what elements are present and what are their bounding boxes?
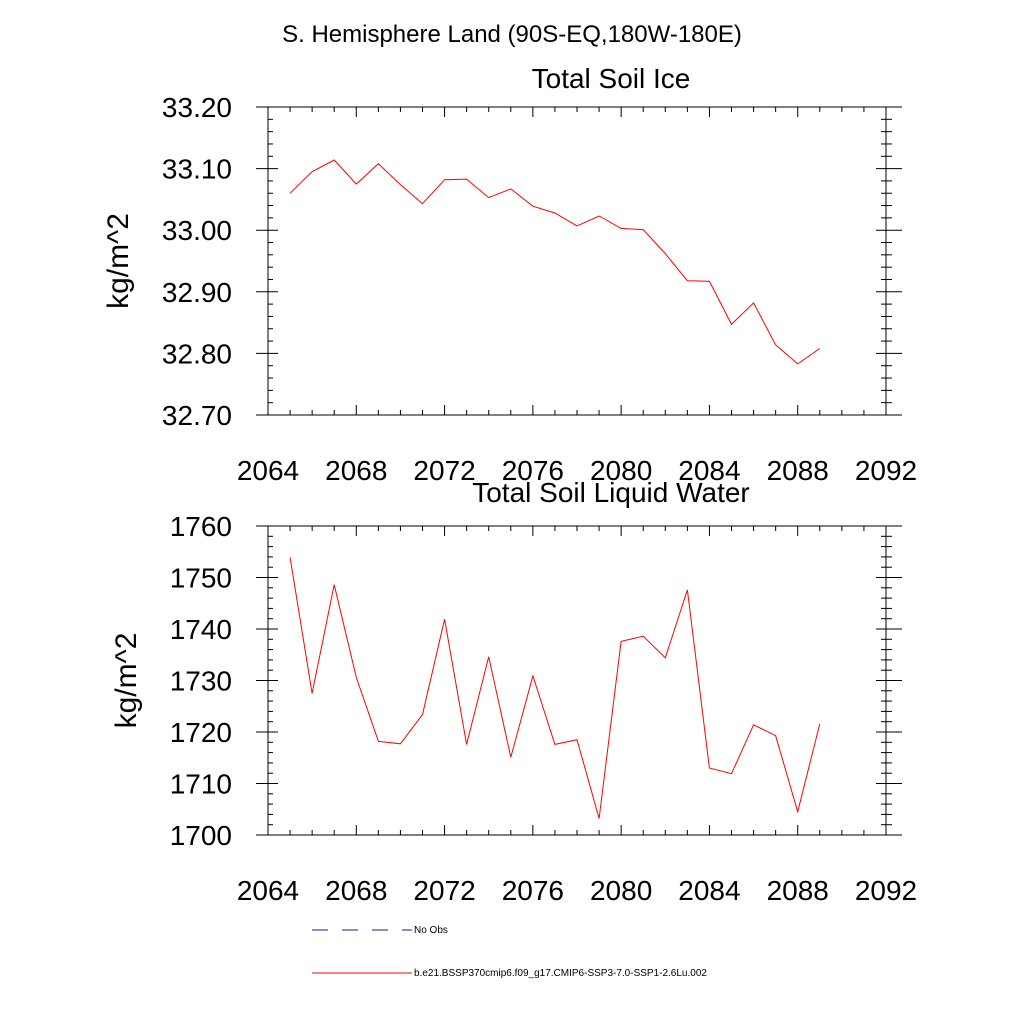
x-tick-label: 2076: [502, 455, 564, 486]
x-tick-label: 2092: [855, 875, 917, 906]
figure-suptitle: S. Hemisphere Land (90S-EQ,180W-180E): [282, 21, 742, 48]
x-tick-label: 2068: [325, 875, 387, 906]
plot-frame: [267, 525, 887, 836]
chart-title: Total Soil Liquid Water: [472, 477, 750, 508]
y-tick-label: 1730: [170, 666, 232, 697]
y-tick-label: 33.00: [162, 215, 232, 246]
panel-total-soil-liquid-water: Total Soil Liquid Water 2064 2068 2072 2076 2…: [110, 477, 917, 906]
series-line-total-soil-liquid-water: [289, 557, 821, 819]
y-axis-label: kg/m^2: [110, 633, 143, 729]
x-tick-label: 2084: [678, 455, 740, 486]
panel-total-soil-ice: Total Soil Ice 2064 2068 2072 2076 2080 2084 20…: [102, 63, 917, 486]
y-axis-label: kg/m^2: [102, 213, 135, 309]
x-tick-label: 2064: [237, 875, 299, 906]
y-tick-label: 1750: [170, 563, 232, 594]
plot-frame: [267, 106, 887, 416]
x-tick-label: 2064: [237, 455, 299, 486]
y-tick-label: 1710: [170, 769, 232, 800]
x-tick-label: 2080: [590, 875, 652, 906]
x-tick-label: 2068: [325, 455, 387, 486]
y-tick-label: 33.10: [162, 154, 232, 185]
y-tick-label: 1740: [170, 614, 232, 645]
y-tick-label: 1720: [170, 717, 232, 748]
x-tick-label: 2072: [413, 455, 475, 486]
chart-title: Total Soil Ice: [532, 63, 691, 94]
x-tick-label: 2080: [590, 455, 652, 486]
y-tick-label: 1760: [170, 511, 232, 542]
series-line-total-soil-ice: [289, 159, 821, 365]
x-tick-label: 2084: [678, 875, 740, 906]
legend-label-no-obs: No Obs: [414, 925, 448, 936]
x-tick-label: 2076: [502, 875, 564, 906]
y-tick-label: 33.20: [162, 92, 232, 123]
legend-label-model: b.e21.BSSP370cmip6.f09_g17.CMIP6-SSP3-7.…: [414, 968, 707, 979]
y-tick-label: 32.80: [162, 338, 232, 369]
legend: No Obs b.e21.BSSP370cmip6.f09_g17.CMIP6-…: [312, 925, 707, 979]
y-tick-label: 1700: [170, 820, 232, 851]
x-tick-label: 2088: [767, 455, 829, 486]
y-tick-label: 32.70: [162, 400, 232, 431]
x-tick-label: 2092: [855, 455, 917, 486]
x-tick-label: 2088: [767, 875, 829, 906]
x-tick-label: 2072: [413, 875, 475, 906]
y-tick-label: 32.90: [162, 277, 232, 308]
